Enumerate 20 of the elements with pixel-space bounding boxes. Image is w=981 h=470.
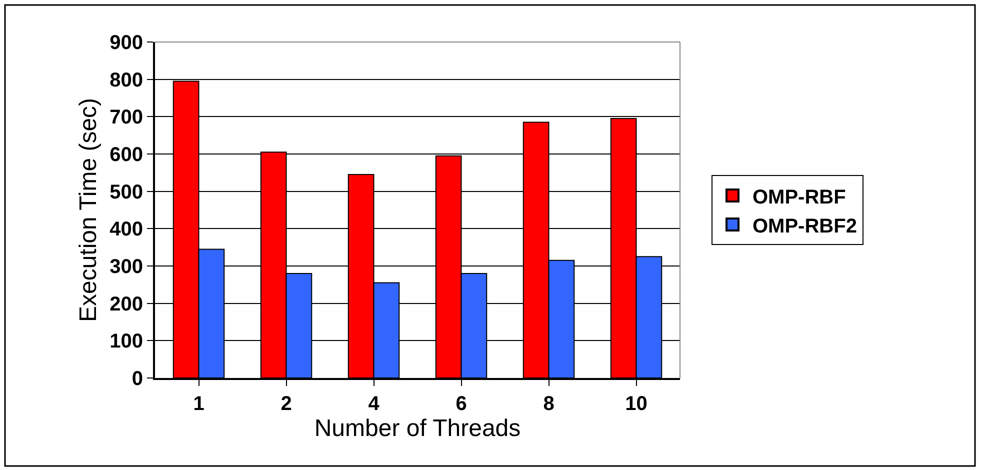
x-tick-label: 2: [280, 393, 292, 415]
y-tick-label: 900: [110, 32, 143, 54]
y-tick-label: 600: [110, 144, 143, 166]
y-tick-label: 100: [110, 330, 143, 353]
y-tick-label: 700: [110, 106, 143, 129]
x-tick-label: 1: [193, 393, 204, 415]
y-tick-label: 300: [110, 256, 143, 278]
x-tick-label: 6: [456, 393, 467, 415]
legend-label: OMP-RBF: [752, 186, 846, 208]
x-axis-title: Number of Threads: [314, 415, 521, 442]
y-tick-label: 400: [110, 218, 143, 241]
y-tick-label: 800: [110, 69, 143, 92]
y-tick-label: 500: [110, 181, 143, 204]
x-tick-label: 8: [543, 393, 554, 415]
y-tick-label: 0: [132, 368, 143, 390]
x-tick-label: 10: [625, 393, 648, 415]
y-tick-label: 200: [110, 293, 143, 316]
legend-label: OMP-RBF2: [752, 215, 857, 238]
y-axis-title: Execution Time (sec): [75, 98, 102, 322]
x-tick-label: 4: [368, 393, 380, 415]
